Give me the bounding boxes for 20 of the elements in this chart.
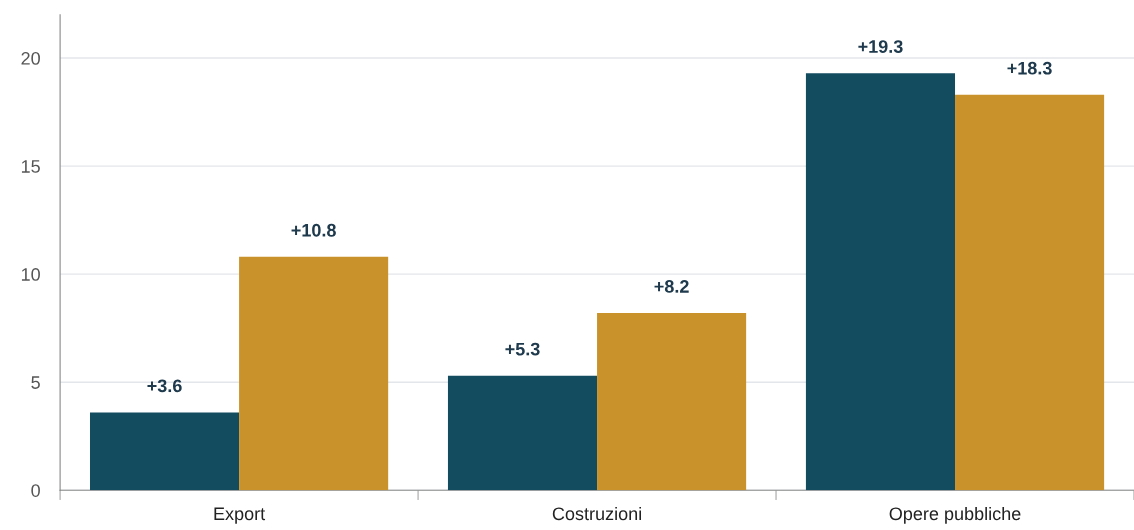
x-tick-label: Opere pubbliche <box>889 506 1021 524</box>
y-tick-label: 20 <box>21 51 40 65</box>
data-label: +5.3 <box>505 342 540 356</box>
x-tick-label: Export <box>214 507 266 524</box>
y-tick-label: 15 <box>21 160 40 173</box>
data-label: +8.2 <box>654 280 689 293</box>
data-label: +10.8 <box>291 223 336 237</box>
bar <box>597 313 747 491</box>
data-label: +19.3 <box>858 40 903 53</box>
x-tick-label: Costruzioni <box>552 506 641 521</box>
data-label: +3.6 <box>147 379 182 393</box>
bar <box>89 412 240 491</box>
y-tick-label: 0 <box>31 484 40 497</box>
bar <box>447 375 598 491</box>
bar <box>239 256 389 491</box>
y-tick-label: 10 <box>21 268 40 281</box>
y-tick-label: 5 <box>31 376 40 389</box>
bar <box>955 94 1105 491</box>
data-label: +18.3 <box>1007 61 1052 75</box>
bar <box>805 73 956 491</box>
